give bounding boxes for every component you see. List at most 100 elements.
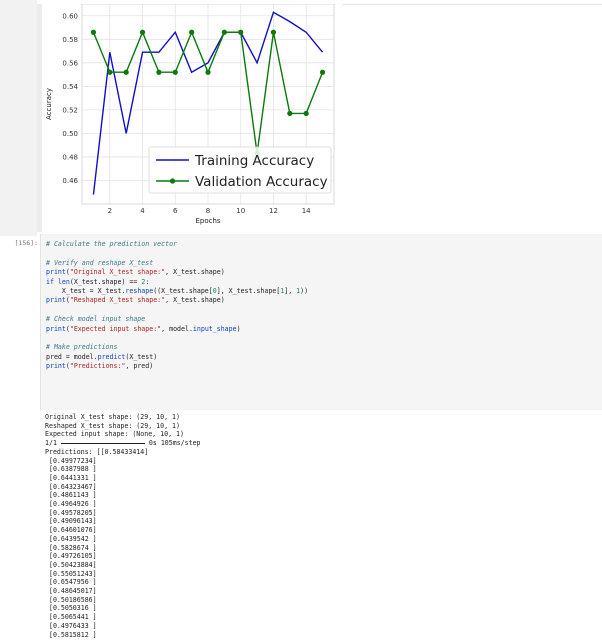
code-token: ( <box>65 362 70 371</box>
data-point <box>107 69 113 75</box>
code-token: # Check model input shape <box>46 315 146 324</box>
legend-label: Validation Accuracy <box>195 174 328 190</box>
series-line-0 <box>92 11 324 195</box>
data-point <box>189 29 195 35</box>
progress-right: 0s 105ms/step <box>148 439 201 448</box>
code-token: "Reshaped X_test shape:" <box>69 296 166 305</box>
code-token: , X_test.shape) <box>165 268 225 277</box>
y-tick-label: 0.52 <box>62 106 78 114</box>
data-point <box>221 29 227 35</box>
code-token: 2 <box>141 277 146 286</box>
code-line: print("Predictions:", pred) <box>46 362 153 370</box>
code-token: print <box>46 362 66 371</box>
code-line: pred = model.predict(X_test) <box>46 353 157 361</box>
data-point <box>303 110 309 117</box>
code-token: , pred) <box>125 362 154 371</box>
code-token: (X_test.shape) == <box>69 277 142 286</box>
prediction-row: [0.5828674 ] <box>45 543 97 552</box>
x-tick-label: 12 <box>269 207 278 215</box>
code-line: print("Reshaped X_test shape:", X_test.s… <box>46 296 225 304</box>
y-tick-label: 0.54 <box>62 83 78 91</box>
prediction-row: [0.50423884] <box>45 560 97 569</box>
prediction-row: [0.64601076] <box>45 526 97 535</box>
x-tick-label: 6 <box>173 207 178 215</box>
prediction-row: [0.5065441 ] <box>45 613 97 622</box>
prediction-row: [0.4976433 ] <box>45 621 97 630</box>
x-tick-label: 8 <box>206 207 210 215</box>
x-tick-label: 14 <box>302 207 311 215</box>
data-point <box>172 69 178 75</box>
legend-marker <box>169 178 176 184</box>
y-tick-label: 0.46 <box>62 177 78 185</box>
code-line: if len(X_test.shape) == 2: <box>46 278 149 286</box>
output-line: Original X_test shape: (29, 10, 1) <box>45 413 180 421</box>
prediction-row: [0.6439542 ] <box>45 534 97 543</box>
code-token: "Predictions:" <box>69 362 126 371</box>
data-point <box>205 69 211 75</box>
code-token: ) <box>236 324 241 333</box>
legend-label: Training Accuracy <box>194 153 314 169</box>
data-point <box>90 29 97 35</box>
y-tick-label: 0.58 <box>62 36 78 44</box>
prediction-row: [0.4964926 ] <box>45 500 97 509</box>
code-editor[interactable]: # Calculate the prediction vector # Veri… <box>41 234 602 378</box>
code-token: ((X_test.shape[ <box>153 287 213 296</box>
prediction-row: [0.64323467] <box>45 482 97 491</box>
output-gutter <box>0 0 37 236</box>
progress-bar <box>60 442 145 444</box>
y-axis-label: Accuracy <box>45 88 53 120</box>
code-token: ], <box>284 287 297 296</box>
code-cell[interactable]: # Calculate the prediction vector # Veri… <box>40 234 602 410</box>
prediction-row: [0.4861143 ] <box>45 491 97 500</box>
code-token: 0 <box>212 287 217 296</box>
predictions-header: Predictions: [[0.58433414] <box>45 447 149 456</box>
prediction-row: [0.49726105] <box>45 552 97 561</box>
code-token: # Verify and reshape X_test <box>46 258 154 267</box>
y-tick-label: 0.60 <box>62 12 78 20</box>
prediction-row: [0.6441331 ] <box>45 473 97 482</box>
code-token: ( <box>65 324 70 333</box>
training-accuracy-chart: 0.46 0.48 0.50 0.52 0.54 0.56 0.58 0.60 2 4 6 8 10 12… <box>42 4 342 232</box>
code-token: "Original X_test shape:" <box>69 268 166 277</box>
cell-output: Original X_test shape: (29, 10, 1) Resha… <box>40 413 602 641</box>
data-point <box>139 29 146 35</box>
data-point <box>287 110 293 117</box>
output-collapse-bar[interactable] <box>37 4 42 232</box>
code-token: )) <box>300 287 309 296</box>
progress-left: 1/1 <box>45 439 57 448</box>
code-token: X_test = X_test. <box>46 287 126 296</box>
code-token: "Expected input shape:" <box>69 324 162 333</box>
cell-prompt: [156]: <box>14 239 38 247</box>
code-token: ], X_test.shape[ <box>216 287 281 296</box>
code-line: print("Expected input shape:", model.inp… <box>46 325 241 333</box>
legend-box <box>148 146 332 194</box>
chart-svg: 0.46 0.48 0.50 0.52 0.54 0.56 0.58 0.60 2 4 6 8 10 12… <box>45 4 335 225</box>
prediction-row: [0.5050316 ] <box>45 604 97 613</box>
prediction-row: [0.49977234] <box>45 456 97 465</box>
prediction-row: [0.49096143] <box>45 517 97 526</box>
prediction-row: [0.6387988 ] <box>45 465 97 474</box>
code-token: 1 <box>280 287 285 296</box>
prediction-row: [0.55051243] <box>45 569 97 578</box>
code-token: # Calculate the prediction vector <box>46 240 178 248</box>
x-tick-label: 10 <box>236 207 245 215</box>
prediction-row: [0.5815812 ] <box>45 630 97 639</box>
code-token: , model. <box>161 324 193 333</box>
prediction-row: [0.48645017] <box>45 587 97 596</box>
x-tick-label: 4 <box>140 207 145 215</box>
y-tick-label: 0.48 <box>62 153 78 161</box>
code-token: predict <box>97 352 126 361</box>
code-line: # Make predictions <box>46 343 117 351</box>
code-line: print("Original X_test shape:", X_test.s… <box>46 268 225 276</box>
code-token: reshape <box>125 287 154 296</box>
code-token: print <box>46 296 66 305</box>
data-point <box>270 29 277 35</box>
x-tick-label: 2 <box>108 207 112 215</box>
code-token: (X_test) <box>125 352 158 361</box>
data-point <box>319 69 326 75</box>
code-line: # Calculate the prediction vector <box>46 240 177 248</box>
code-line: # Verify and reshape X_test <box>46 259 153 267</box>
code-token: pred = model. <box>46 352 98 361</box>
code-line: X_test = X_test.reshape((X_test.shape[0]… <box>46 287 308 295</box>
code-token: ( <box>65 268 70 277</box>
